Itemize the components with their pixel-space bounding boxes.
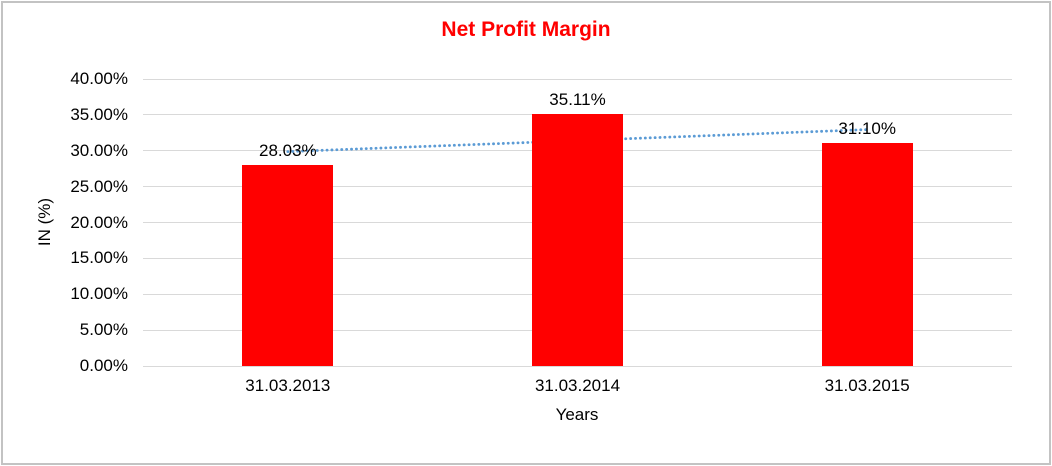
bar xyxy=(821,142,913,366)
x-category-label: 31.03.2015 xyxy=(824,376,910,395)
x-category-label: 31.03.2014 xyxy=(534,376,621,395)
gridline xyxy=(143,78,1012,80)
bar-value-label: 35.11% xyxy=(549,90,606,110)
y-tick-label: 5.00% xyxy=(79,320,128,340)
x-category-label: 31.03.2013 xyxy=(245,376,331,395)
y-tick-label: 15.00% xyxy=(70,248,128,268)
bar xyxy=(532,114,623,366)
y-tick-label: 30.00% xyxy=(70,140,128,160)
y-tick-label: 25.00% xyxy=(70,176,128,196)
gridline xyxy=(143,365,1012,367)
y-tick-label: 10.00% xyxy=(70,284,128,304)
bar-value-label: 31.10% xyxy=(838,118,896,138)
y-tick-label: 40.00% xyxy=(70,69,128,88)
bar xyxy=(242,164,334,366)
y-tick-label: 35.00% xyxy=(70,104,128,124)
y-tick-label: 20.00% xyxy=(70,212,128,232)
chart-title: Net Profit Margin xyxy=(441,18,611,41)
x-axis-title: Years xyxy=(555,405,599,424)
y-tick-label: 0.00% xyxy=(79,356,128,375)
bar-value-label: 28.03% xyxy=(258,140,317,160)
